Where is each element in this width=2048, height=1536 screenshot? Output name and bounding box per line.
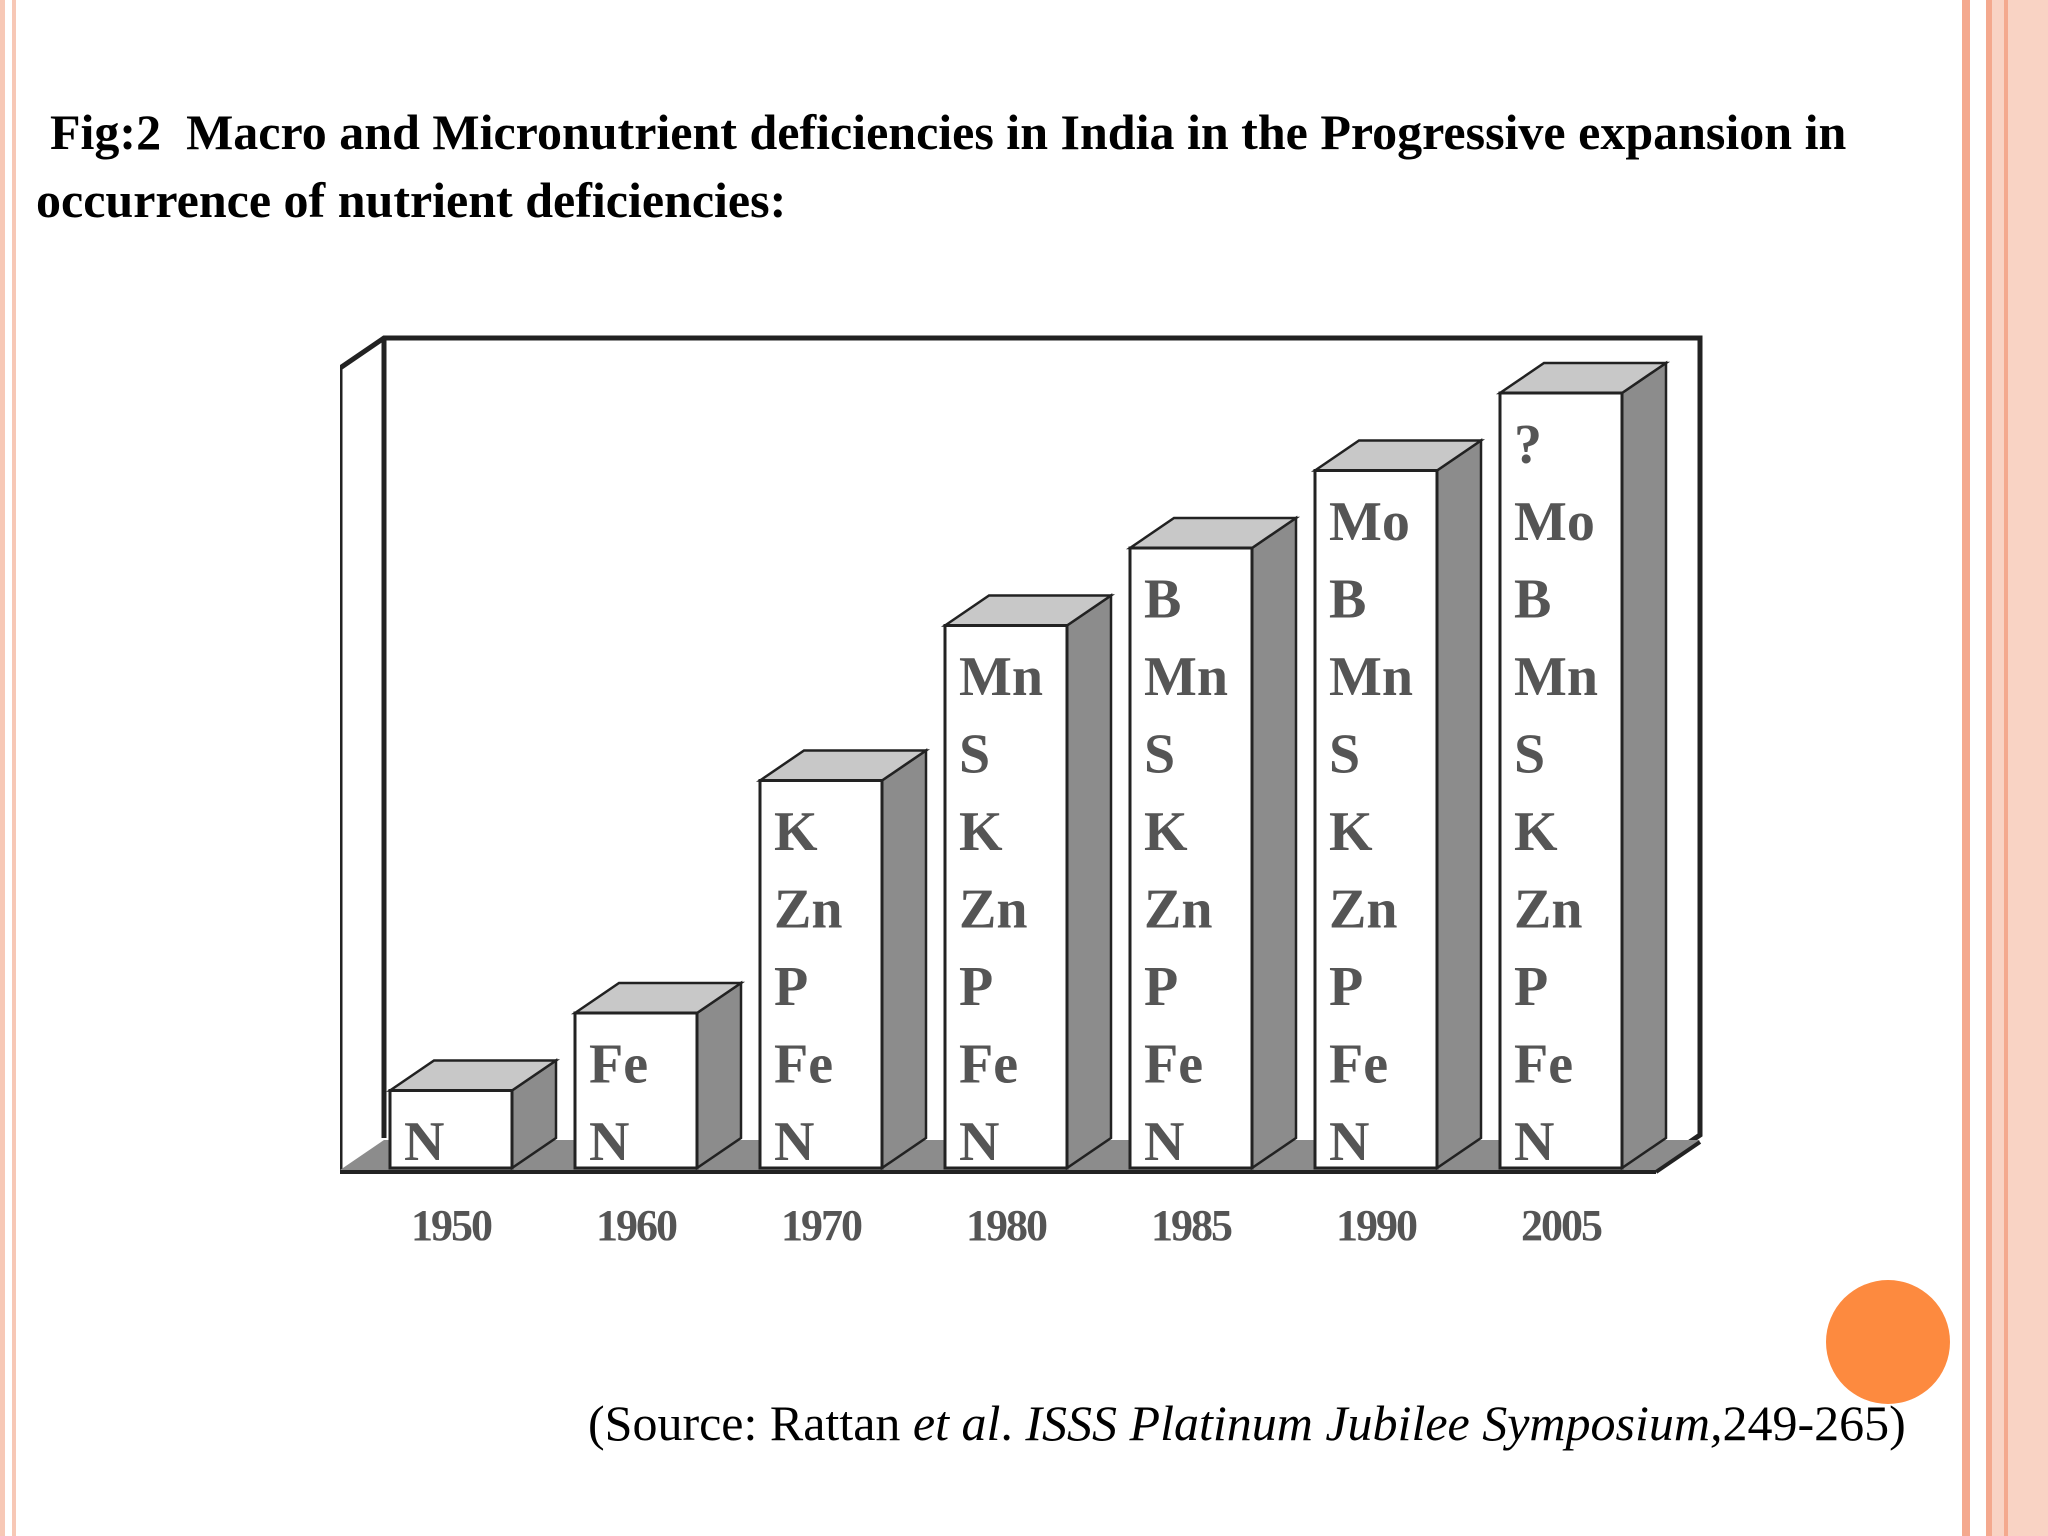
bar: N Fe P Zn KS Mn B Mo bbox=[1310, 438, 1486, 1173]
bar-side-face bbox=[1435, 438, 1483, 1171]
bar-side-face bbox=[1065, 593, 1113, 1171]
bar-nutrient-label: Fe bbox=[1329, 1034, 1388, 1096]
source-prefix: (Source: Rattan bbox=[588, 1395, 913, 1451]
slide-border-right-line bbox=[1962, 0, 1970, 1536]
accent-circle bbox=[1826, 1280, 1950, 1404]
bar-nutrient-label: P bbox=[959, 956, 993, 1018]
bar-nutrient-label: P bbox=[774, 956, 808, 1018]
bar-front-face bbox=[1498, 391, 1624, 1170]
bar-side-face bbox=[1620, 360, 1668, 1171]
x-tick-label: 1980 bbox=[966, 1201, 1047, 1250]
source-citation: (Source: Rattan et al. ISSS Platinum Jub… bbox=[588, 1394, 1906, 1452]
bar-nutrient-label: P bbox=[1144, 956, 1178, 1018]
x-tick-label: 1960 bbox=[596, 1201, 677, 1250]
bar-nutrient-label: N bbox=[589, 1111, 629, 1173]
slide-border-left-outer bbox=[0, 0, 5, 1536]
source-dot: . bbox=[1000, 1395, 1026, 1451]
bar-nutrient-label: K bbox=[959, 801, 1003, 863]
bar-nutrient-label: Fe bbox=[1514, 1034, 1573, 1096]
bar-nutrient-label: B bbox=[1514, 569, 1551, 631]
x-tick-label: 1985 bbox=[1151, 1201, 1232, 1250]
bar-nutrient-label: Zn bbox=[1514, 879, 1583, 941]
bar-nutrient-label: N bbox=[959, 1111, 999, 1173]
bar-nutrient-label: Zn bbox=[1329, 879, 1398, 941]
bar-nutrient-label: Mo bbox=[1329, 491, 1410, 553]
bar: N Fe P Zn KS Mn B Mo? bbox=[1495, 360, 1671, 1173]
slide-title-line-1: Fig:2 Macro and Micronutrient deficienci… bbox=[50, 104, 1847, 160]
bar-front-face bbox=[1313, 469, 1439, 1170]
bar: N Fe P Zn K bbox=[755, 748, 931, 1173]
bar-nutrient-label: N bbox=[1144, 1111, 1184, 1173]
x-tick-label: 1990 bbox=[1336, 1201, 1417, 1250]
slide-border-left-inner bbox=[12, 0, 16, 1536]
bar: N Fe bbox=[570, 980, 746, 1173]
slide-title-line-2: occurrence of nutrient deficiencies: bbox=[36, 172, 787, 228]
bar-nutrient-label: Mn bbox=[1329, 646, 1413, 708]
bar-nutrient-label: ? bbox=[1514, 414, 1542, 476]
x-tick-label: 1950 bbox=[411, 1201, 492, 1250]
bar-side-face bbox=[880, 748, 928, 1171]
bar-nutrient-label: N bbox=[774, 1111, 814, 1173]
bar: N Fe P Zn KS Mn B bbox=[1125, 515, 1301, 1173]
bar-nutrient-label: S bbox=[1329, 724, 1360, 786]
bar-front-face bbox=[388, 1089, 514, 1170]
bar-nutrient-label: Fe bbox=[589, 1034, 648, 1096]
bar-nutrient-label: Fe bbox=[1144, 1034, 1203, 1096]
bar-side-face bbox=[1250, 515, 1298, 1171]
bar-nutrient-label: B bbox=[1329, 569, 1366, 631]
bar: N Fe P Zn KS Mn bbox=[940, 593, 1116, 1173]
bar-front-face bbox=[1128, 546, 1254, 1170]
bar-nutrient-label: P bbox=[1514, 956, 1548, 1018]
bar-nutrient-label: K bbox=[774, 801, 818, 863]
nutrient-deficiency-chart: N NFeNFePZnKNFePZnKSMnNFePZnKSMnBNFePZnKS… bbox=[340, 335, 1703, 1250]
bar-nutrient-label: Mn bbox=[1144, 646, 1228, 708]
x-tick-label: 2005 bbox=[1521, 1201, 1602, 1250]
slide-border-right-line bbox=[2004, 0, 2008, 1536]
bar-nutrient-label: P bbox=[1329, 956, 1363, 1018]
bar-nutrient-label: Mn bbox=[1514, 646, 1598, 708]
bar-nutrient-label: Mo bbox=[1514, 491, 1595, 553]
bar-nutrient-label: B bbox=[1144, 569, 1181, 631]
bar-nutrient-label: S bbox=[1144, 724, 1175, 786]
chart-bars: N NFeNFePZnKNFePZnKSMnNFePZnKSMnBNFePZnKS… bbox=[385, 360, 1671, 1173]
bar-nutrient-label: N bbox=[1329, 1111, 1369, 1173]
bar-front-face bbox=[573, 1011, 699, 1170]
slide-border-right-gap bbox=[1970, 0, 1986, 1536]
slide-border-right-line bbox=[1986, 0, 1992, 1536]
bar-nutrient-label: N bbox=[404, 1111, 444, 1173]
bar-front-face bbox=[943, 624, 1069, 1170]
bar-nutrient-label: S bbox=[959, 724, 990, 786]
bar-nutrient-label: Zn bbox=[1144, 879, 1213, 941]
bar-nutrient-label: K bbox=[1144, 801, 1188, 863]
chart-x-axis-depth bbox=[1654, 1140, 1702, 1174]
bar-nutrient-label: K bbox=[1514, 801, 1558, 863]
bar-side-face bbox=[695, 980, 743, 1171]
bar-nutrient-label: Mn bbox=[959, 646, 1043, 708]
source-journal: ISSS Platinum Jubilee Symposium, bbox=[1025, 1395, 1723, 1451]
bar: N bbox=[385, 1058, 561, 1173]
source-pages: 249-265) bbox=[1722, 1395, 1906, 1451]
bar-nutrient-label: Zn bbox=[959, 879, 1028, 941]
bar-nutrient-label: S bbox=[1514, 724, 1545, 786]
bar-nutrient-label: Fe bbox=[774, 1034, 833, 1096]
slide-title: Fig:2 Macro and Micronutrient deficienci… bbox=[36, 98, 1976, 234]
bar-nutrient-label: K bbox=[1329, 801, 1373, 863]
source-etal: et al bbox=[912, 1395, 1001, 1451]
chart-x-tick-labels: 1950 1960 1970 1980 1985 1990 2005 bbox=[411, 1201, 1604, 1250]
bar-front-face bbox=[758, 779, 884, 1170]
bar-nutrient-label: Zn bbox=[774, 879, 843, 941]
x-tick-label: 1970 bbox=[781, 1201, 862, 1250]
bar-nutrient-label: Fe bbox=[959, 1034, 1018, 1096]
bar-nutrient-label: N bbox=[1514, 1111, 1554, 1173]
